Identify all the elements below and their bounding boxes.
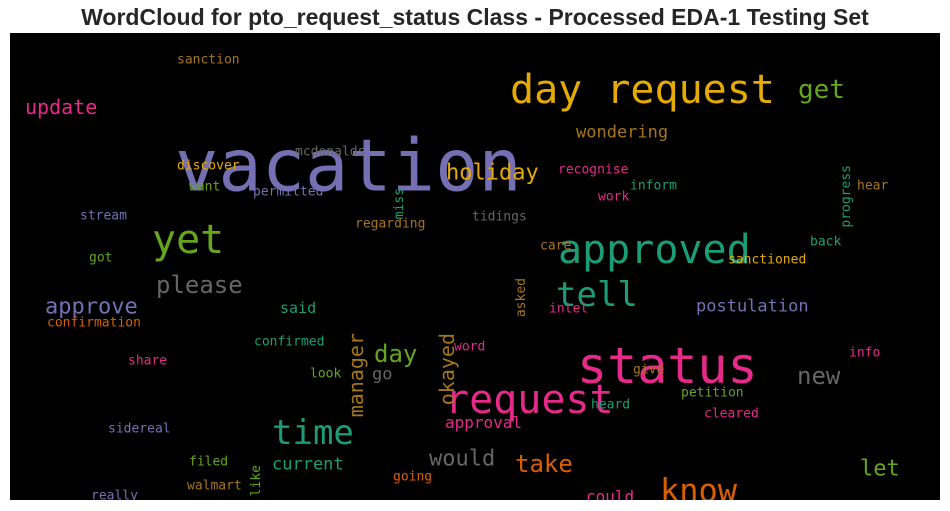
- word-current: current: [272, 455, 344, 475]
- word-approval: approval: [445, 413, 522, 432]
- word-work: work: [598, 189, 629, 204]
- word-holiday: holiday: [446, 161, 539, 186]
- word-said: said: [280, 299, 316, 317]
- word-going: going: [393, 469, 432, 484]
- word-postulation: postulation: [696, 297, 809, 317]
- word-day: day: [374, 340, 417, 368]
- word-confirmed: confirmed: [254, 334, 324, 349]
- word-share: share: [128, 353, 167, 368]
- word-sidereal: sidereal: [108, 421, 171, 436]
- word-tidings: tidings: [472, 209, 527, 224]
- word-wondering: wondering: [576, 123, 668, 143]
- word-mcdonalds: mcdonalds: [295, 144, 365, 159]
- word-look: look: [310, 366, 341, 381]
- word-sanction: sanction: [177, 52, 240, 67]
- word-word: word: [454, 339, 485, 354]
- word-get: get: [798, 75, 845, 105]
- word-cleared: cleared: [704, 406, 759, 421]
- word-progress: progress: [839, 165, 854, 228]
- word-want: want: [189, 179, 220, 194]
- word-filed: filed: [189, 454, 228, 469]
- word-asked: asked: [514, 278, 529, 317]
- word-heard: heard: [591, 397, 630, 412]
- word-regarding: regarding: [355, 216, 425, 231]
- word-sanctioned: sanctioned: [728, 252, 806, 267]
- word-yet: yet: [152, 217, 224, 263]
- word-cloud: vacation day request status approved request…: [10, 33, 940, 500]
- word-go: go: [372, 365, 392, 385]
- word-intel: intel: [549, 301, 588, 316]
- word-stream: stream: [80, 208, 127, 223]
- word-time: time: [272, 413, 354, 453]
- word-request: request: [445, 377, 614, 423]
- word-give: give: [633, 362, 664, 377]
- word-really: really: [91, 488, 138, 500]
- word-okayed: okayed: [435, 333, 459, 405]
- word-petition: petition: [681, 385, 744, 400]
- word-approve: approve: [45, 295, 138, 320]
- word-status: status: [577, 337, 758, 395]
- word-please: please: [156, 271, 243, 299]
- word-new: new: [797, 362, 841, 390]
- chart-title: WordCloud for pto_request_status Class -…: [81, 4, 869, 30]
- word-permitted: permitted: [253, 184, 323, 199]
- word-could: could: [586, 487, 634, 500]
- word-approved: approved: [558, 227, 751, 273]
- word-back: back: [810, 234, 841, 249]
- word-let: let: [860, 457, 900, 482]
- word-confirmation: confirmation: [47, 315, 141, 330]
- word-info: info: [849, 345, 880, 360]
- word-inform: inform: [630, 178, 677, 193]
- word-hear: hear: [857, 178, 888, 193]
- word-like: like: [249, 465, 264, 496]
- word-care: care: [540, 238, 571, 253]
- word-would: would: [429, 447, 495, 472]
- word-take: take: [515, 450, 573, 478]
- word-day-request: day request: [510, 67, 775, 113]
- word-know: know: [660, 472, 738, 500]
- word-manager: manager: [344, 333, 368, 417]
- word-update: update: [25, 95, 97, 119]
- word-miss: miss: [392, 188, 407, 219]
- word-discover: discover: [177, 158, 240, 173]
- word-cloud-canvas: vacation day request status approved request…: [25, 52, 900, 500]
- word-got: got: [89, 250, 112, 265]
- word-walmart: walmart: [187, 478, 242, 493]
- word-vacation: vacation: [175, 124, 522, 208]
- word-recognise: recognise: [558, 162, 629, 177]
- word-tell: tell: [556, 275, 638, 315]
